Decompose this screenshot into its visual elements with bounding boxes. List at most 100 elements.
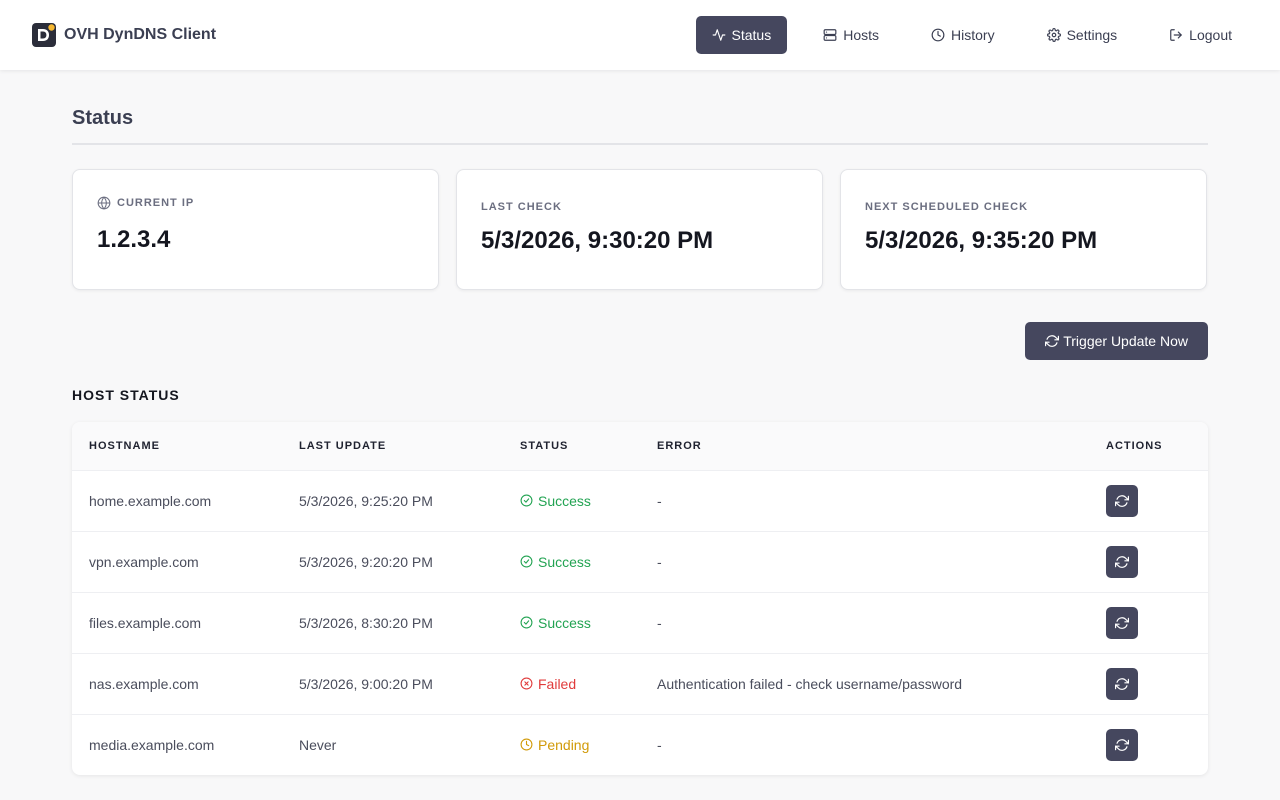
column-header-error: Error [640,422,1089,470]
check-circle-icon [520,616,533,629]
status-cell-wrap: Success [503,469,640,531]
hostname-cell: nas.example.com [72,652,282,714]
last-check-value: 5/3/2026, 9:30:20 PM [481,227,714,254]
current-ip-value: 1.2.3.4 [97,226,171,253]
host-status-table: Hostname Last Update Status Error Action… [72,422,1208,775]
hostname-cell: media.example.com [72,713,282,775]
status-text: Pending [538,736,590,753]
logout-icon [1170,29,1183,41]
status-cell-wrap: Failed [503,652,640,714]
last-update-cell: 5/3/2026, 8:30:20 PM [282,591,503,653]
table-row: files.example.com 5/3/2026, 8:30:20 PM S… [72,591,1208,653]
nav-item-label: Settings [1066,27,1118,43]
clock-icon [931,28,945,42]
nav-item-status[interactable]: Status [695,16,788,54]
hostname-cell: files.example.com [72,591,282,653]
refresh-icon [1115,555,1129,568]
error-cell: - [640,530,1089,592]
update-host-button[interactable] [1106,545,1138,578]
column-header-actions: Actions [1089,422,1208,470]
actions-cell [1089,469,1208,531]
x-circle-icon [520,677,533,690]
nav-item-history[interactable]: History [915,16,1011,54]
next-check-value: 5/3/2026, 9:35:20 PM [865,227,1098,254]
status-cell-wrap: Success [503,591,640,653]
last-update-cell: 5/3/2026, 9:20:20 PM [282,530,503,592]
top-navbar: OVH DynDNS Client Status Hosts History S… [0,0,1280,70]
error-cell: - [640,713,1089,775]
update-host-button[interactable] [1106,484,1138,517]
table-row: home.example.com 5/3/2026, 9:25:20 PM Su… [72,469,1208,531]
dyndns-logo-icon [32,23,56,47]
table-row: media.example.com Never Pending - [72,713,1208,775]
column-header-last-update: Last Update [282,422,503,470]
next-check-card: Next Scheduled Check 5/3/2026, 9:35:20 P… [840,169,1207,290]
update-host-button[interactable] [1106,728,1138,761]
nav-item-label: Hosts [843,27,880,43]
actions-cell [1089,530,1208,592]
actions-cell [1089,652,1208,714]
column-header-status: Status [503,422,640,470]
refresh-icon [1045,335,1060,347]
actions-cell [1089,713,1208,775]
error-cell: Authentication failed - check username/p… [640,652,1089,714]
status-badge: Success [520,493,623,509]
brand[interactable]: OVH DynDNS Client [32,23,216,47]
status-cell-wrap: Success [503,530,640,592]
hostname-cell: home.example.com [72,469,282,531]
status-text: Success [538,614,591,631]
update-host-button[interactable] [1106,606,1138,639]
card-label: Next Scheduled Check [865,201,1182,213]
column-header-hostname: Hostname [72,422,282,470]
nav-item-settings[interactable]: Settings [1031,16,1134,54]
refresh-icon [1115,677,1129,690]
globe-icon [97,196,111,210]
app-title: OVH DynDNS Client [64,26,217,43]
card-label-text: Current IP [117,197,195,209]
check-circle-icon [520,555,533,568]
main-content: Status Current IP 1.2.3.4 Last Check 5/3… [72,70,1208,775]
card-label: Current IP [97,196,414,210]
check-circle-icon [520,494,533,507]
actions-cell [1089,591,1208,653]
server-icon [823,29,837,41]
nav-item-hosts[interactable]: Hosts [807,16,895,54]
table-header-row: Hostname Last Update Status Error Action… [72,422,1208,470]
refresh-icon [1115,616,1129,629]
main-nav: Status Hosts History Settings Logout [695,16,1248,54]
table-row: nas.example.com 5/3/2026, 9:00:20 PM Fai… [72,652,1208,714]
last-update-cell: 5/3/2026, 9:25:20 PM [282,469,503,531]
nav-item-label: History [951,27,995,43]
status-badge: Failed [520,676,623,692]
status-badge: Success [520,554,623,570]
hostname-cell: vpn.example.com [72,530,282,592]
status-cell-wrap: Pending [503,713,640,775]
card-label-text: Last Check [481,201,562,213]
update-host-button[interactable] [1106,667,1138,700]
nav-item-label: Status [731,27,772,43]
last-check-card: Last Check 5/3/2026, 9:30:20 PM [456,169,823,290]
trigger-update-button[interactable]: Trigger Update Now [1025,322,1208,360]
actions-row: Trigger Update Now [72,322,1208,360]
nav-item-logout[interactable]: Logout [1153,16,1248,54]
host-status-title: Host Status [72,387,180,403]
error-cell: - [640,591,1089,653]
refresh-icon [1115,738,1129,751]
refresh-icon [1115,494,1129,507]
status-text: Failed [538,675,577,692]
current-ip-card: Current IP 1.2.3.4 [72,169,439,290]
page-title: Status [72,107,1208,145]
last-update-cell: Never [282,713,503,775]
status-badge: Pending [520,737,623,753]
status-badge: Success [520,615,623,631]
card-label: Last Check [481,201,798,213]
activity-icon [712,29,725,41]
clock-icon [520,738,533,751]
table-row: vpn.example.com 5/3/2026, 9:20:20 PM Suc… [72,530,1208,592]
error-cell: - [640,469,1089,531]
gear-icon [1046,28,1061,42]
trigger-update-label: Trigger Update Now [1063,333,1188,349]
card-label-text: Next Scheduled Check [865,201,1029,213]
nav-item-label: Logout [1189,27,1232,43]
status-text: Success [538,553,591,570]
